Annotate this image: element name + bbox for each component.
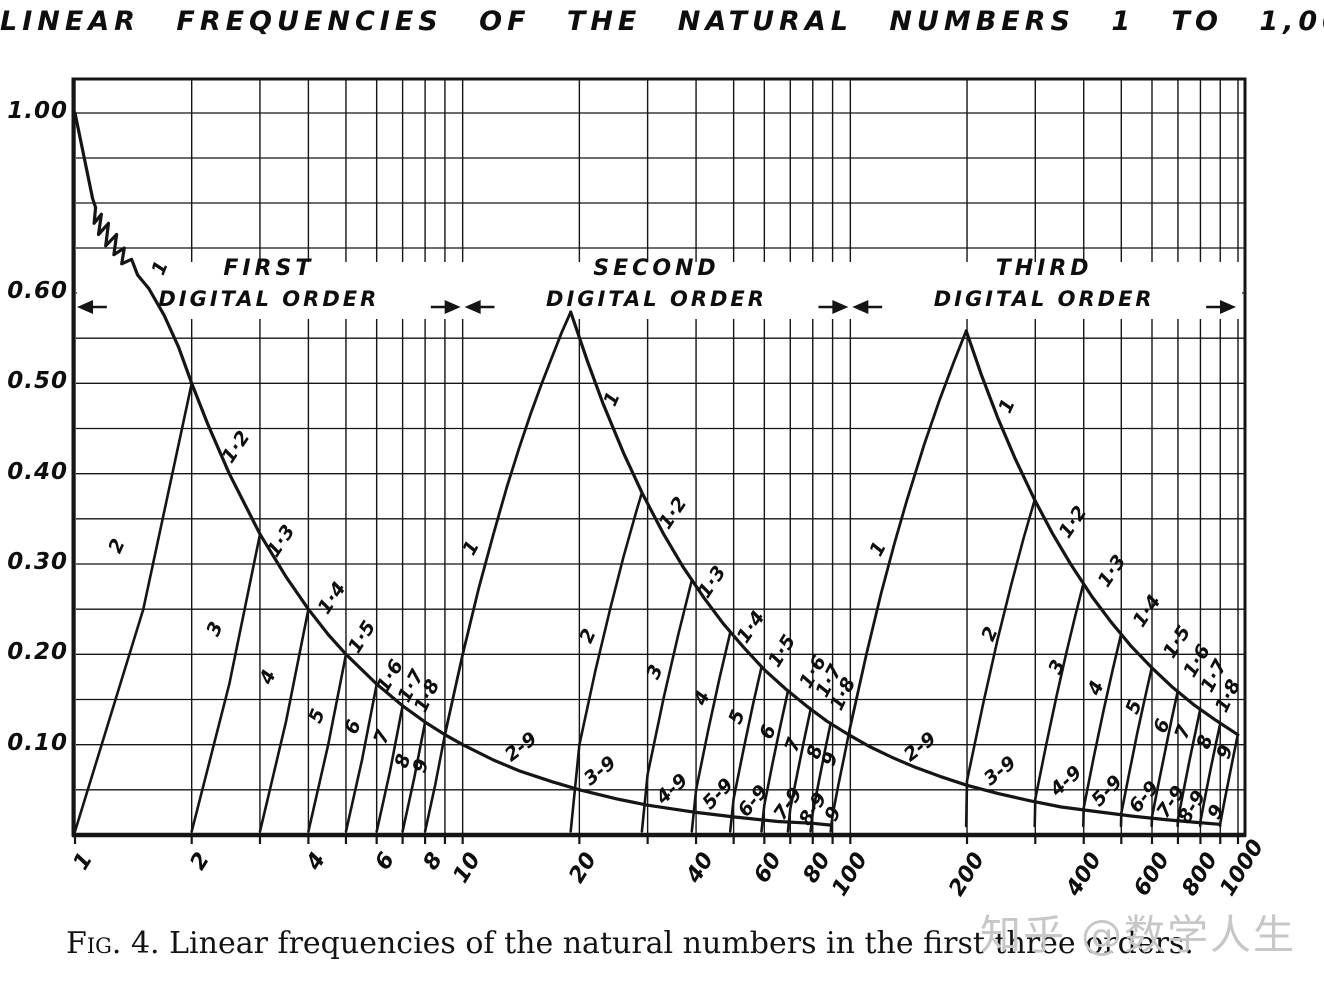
- y-tick-label: 1.00: [7, 98, 68, 124]
- curve-rise-o2-d8: [809, 721, 833, 833]
- benford-linear-frequencies-chart: 1.00 0.60 0.50 0.40 0.30 0.20 0.10 1 2 4 6 8 10 20 40 6…: [7, 77, 1269, 901]
- y-tick-label: 0.10: [7, 729, 68, 756]
- y-tick-label: 0.30: [7, 549, 68, 575]
- order-arrow-head-right: [1220, 300, 1236, 314]
- curve-rise-o3-d3: [1033, 582, 1085, 828]
- curve-rise-o1-d4: [258, 607, 310, 833]
- curve-hyperbola-111-over-N: [964, 329, 1240, 737]
- figure-caption: Fig. 4. Linear frequencies of the natura…: [66, 926, 1266, 961]
- curve-rise-o1-d2: [73, 381, 193, 833]
- curve-rise-o3-d2: [964, 498, 1036, 828]
- curve-rise-o1-d9: [423, 733, 447, 833]
- curve-rise-o3-d7: [1176, 708, 1202, 828]
- curve-rise-o1-d5: [307, 652, 348, 833]
- curve-rise-o2-d5: [728, 665, 763, 833]
- y-tick-label: 0.20: [7, 639, 68, 666]
- y-tick-label: 0.40: [7, 458, 68, 485]
- curve-hyperbola-11-over-N: [569, 310, 1220, 826]
- y-tick-label: 0.50: [7, 368, 68, 395]
- curve-rise-o1-d8: [401, 720, 427, 833]
- curve-rise-o2-d6: [760, 690, 790, 833]
- curve-rise-o1-d6: [344, 682, 379, 833]
- curve-rise-o2-d2: [569, 491, 644, 833]
- curve-rise-o2-d7: [786, 708, 812, 833]
- chart-svg: [71, 77, 1247, 844]
- order-label-line1: SECOND: [593, 256, 720, 281]
- curve-rise-o3-d8: [1198, 722, 1222, 828]
- caption-prefix: Fig. 4.: [66, 926, 160, 961]
- order-arrow-head-right: [444, 300, 461, 314]
- curve-rise-o1-d3: [190, 532, 262, 833]
- curve-rise-o2-d4: [690, 631, 732, 833]
- curve-rise-o3-d6: [1150, 690, 1179, 828]
- order-label-band: [77, 262, 1242, 319]
- y-tick-label: 0.60: [7, 278, 68, 304]
- curve-rise-o3-d9: [1218, 733, 1240, 828]
- order-arrow-head-left: [464, 300, 481, 314]
- curve-rise-o3-d5: [1119, 666, 1153, 828]
- order-arrow-head-left: [77, 300, 93, 314]
- curve-rise-o1-d7: [375, 704, 404, 833]
- order-label-line1: FIRST: [223, 256, 315, 281]
- curve-rise-o2-d1: [443, 310, 573, 737]
- curve-rise-o3-d1: [847, 329, 968, 737]
- curve-rise-o3-d4: [1082, 633, 1123, 828]
- curve-rise-o2-d3: [640, 578, 694, 833]
- order-label-line2: DIGITAL ORDER: [546, 287, 767, 311]
- order-label-line2: DIGITAL ORDER: [158, 287, 380, 311]
- order-label-line2: DIGITAL ORDER: [933, 287, 1155, 311]
- order-arrow-head-right: [832, 300, 849, 314]
- caption-text: Linear frequencies of the natural number…: [159, 926, 1194, 961]
- curve-hyperbola-1-over-N: [73, 111, 833, 827]
- watermark: 知乎 @数学人生: [980, 911, 1297, 959]
- order-label-line1: THIRD: [995, 256, 1093, 281]
- order-arrow-head-left: [852, 300, 869, 314]
- curve-rise-o2-d9: [829, 733, 850, 833]
- figure-title: LINEAR FREQUENCIES OF THE NATURAL NUMBER…: [0, 6, 1324, 37]
